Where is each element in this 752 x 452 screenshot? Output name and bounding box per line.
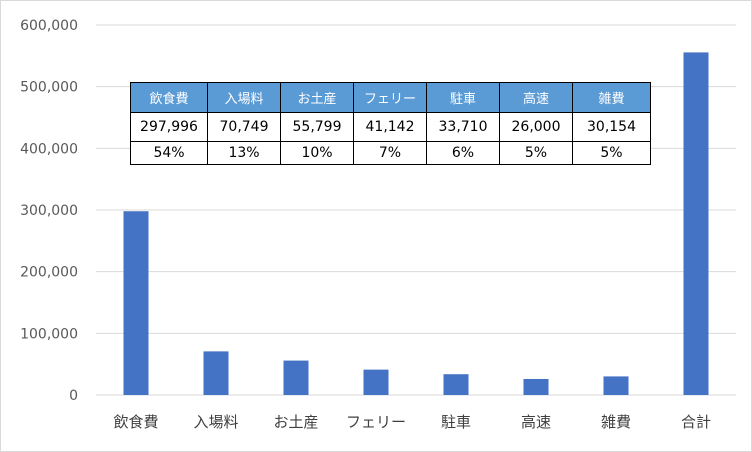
y-tick-label: 100,000 [20,326,78,342]
table-amount-cell: 55,799 [280,112,354,142]
y-tick-label: 0 [69,388,78,404]
table-header-cell: 雑費 [572,82,651,113]
table-amount-cell: 30,154 [572,112,651,142]
table-percent-cell: 7% [353,141,427,165]
gridlines [96,24,736,396]
bars [123,52,709,396]
table-percent-cell: 13% [207,141,281,165]
table-header-cell: 駐車 [426,82,500,113]
bar [683,52,709,396]
bar [363,369,389,395]
table-percent-cell: 6% [426,141,500,165]
x-category-label: 駐車 [441,413,471,431]
table-percent-cell: 54% [130,141,208,165]
x-category-label: フェリー [346,413,406,431]
bar [603,376,629,395]
table-amount-row: 297,996 70,749 55,799 41,142 33,710 26,0… [130,112,651,142]
x-category-label: 入場料 [193,413,238,431]
table-header-cell: 入場料 [207,82,281,113]
table-header-cell: 飲食費 [130,82,208,113]
y-tick-label: 500,000 [20,80,78,96]
x-category-label: 雑費 [601,413,631,431]
bar [443,374,469,395]
table-header-cell: フェリー [353,82,427,113]
y-tick-label: 400,000 [20,141,78,157]
bar [523,378,549,395]
y-axis-ticks: 0 100,000 200,000 300,000 400,000 500,000 600,… [20,18,78,404]
bar [203,351,229,395]
table-amount-cell: 33,710 [426,112,500,142]
x-category-label: 合計 [681,413,711,431]
table-percent-cell: 5% [499,141,573,165]
table-amount-cell: 297,996 [130,112,208,142]
x-axis-categories: 飲食費 入場料 お土産 フェリー 駐車 高速 雑費 合計 [113,413,711,431]
table-percent-cell: 5% [572,141,651,165]
data-table: 飲食費 入場料 お土産 フェリー 駐車 高速 雑費 297,996 70,749… [130,82,651,165]
table-header-cell: お土産 [280,82,354,113]
bar [123,211,149,395]
y-tick-label: 600,000 [20,18,78,34]
table-percent-cell: 10% [280,141,354,165]
x-category-label: 飲食費 [113,413,158,431]
table-amount-cell: 41,142 [353,112,427,142]
table-amount-cell: 70,749 [207,112,281,142]
x-category-label: お土産 [273,413,318,431]
y-tick-label: 200,000 [20,265,78,281]
table-header-cell: 高速 [499,82,573,113]
table-percent-row: 54% 13% 10% 7% 6% 5% 5% [130,141,651,165]
table-amount-cell: 26,000 [499,112,573,142]
table-header-row: 飲食費 入場料 お土産 フェリー 駐車 高速 雑費 [130,82,651,113]
bar [283,360,309,395]
y-tick-label: 300,000 [20,203,78,219]
x-category-label: 高速 [521,413,551,431]
